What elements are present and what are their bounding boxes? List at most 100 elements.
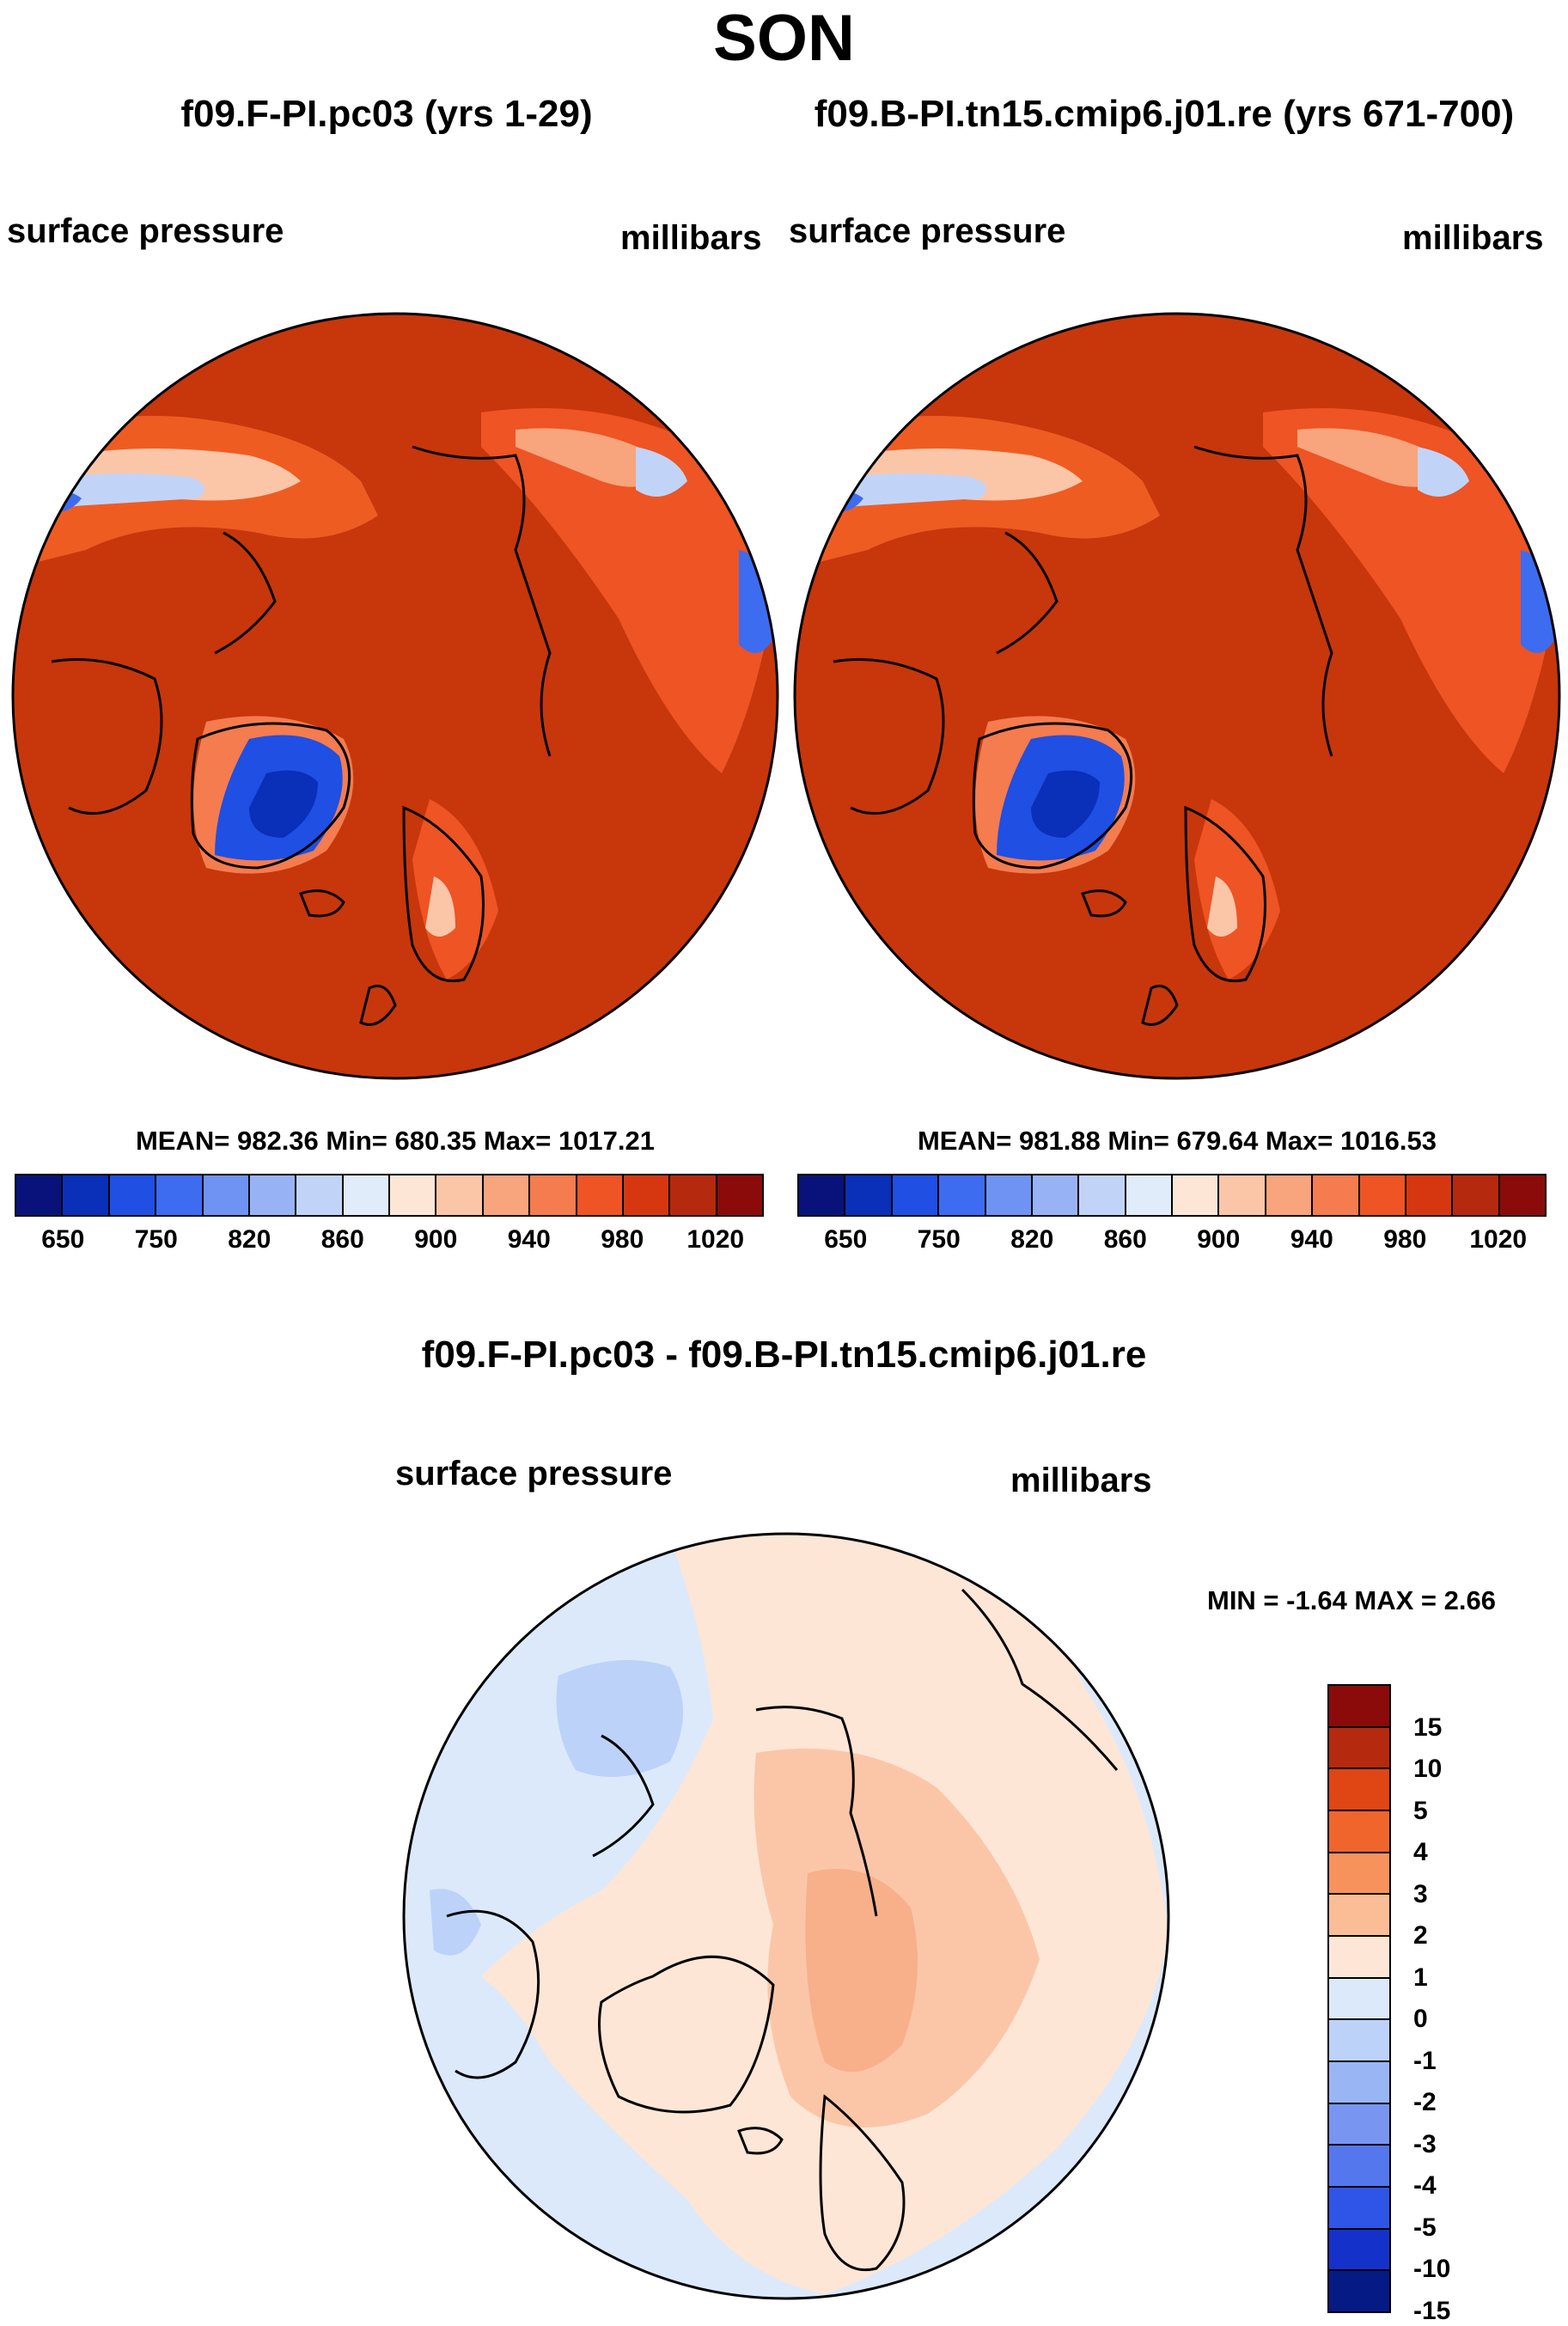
colorbar-segment xyxy=(1499,1175,1545,1215)
colorbar-tick-label: 750 xyxy=(134,1225,178,1254)
colorbar-segment xyxy=(1329,1937,1389,1979)
colorbar-tick-label: 2 xyxy=(1413,1921,1428,1951)
diff-map-field xyxy=(404,1534,1168,2299)
colorbar-segment xyxy=(1329,1978,1389,2021)
colorbar-segment xyxy=(1329,1686,1389,1728)
colorbar-tick-label: 900 xyxy=(1197,1225,1241,1254)
colorbar-segment xyxy=(1032,1175,1080,1215)
colorbar-tick-label: 980 xyxy=(601,1225,644,1254)
diff-panel-title: f09.F-PI.pc03 - f09.B-PI.tn15.cmip6.j01.… xyxy=(421,1334,1147,1376)
colorbar-segment xyxy=(1313,1175,1360,1215)
colorbar-segment xyxy=(530,1175,577,1215)
right-panel-title: f09.B-PI.tn15.cmip6.j01.re (yrs 671-700) xyxy=(814,93,1515,135)
colorbar-segment xyxy=(670,1175,717,1215)
colorbar-tick-label: 980 xyxy=(1383,1225,1427,1254)
colorbar-tick-label: 900 xyxy=(414,1225,458,1254)
left-panel-title: f09.F-PI.pc03 (yrs 1-29) xyxy=(180,93,593,135)
right-panel-stats: MEAN= 981.88 Min= 679.64 Max= 1016.53 xyxy=(917,1126,1437,1156)
colorbar-segment xyxy=(1329,1853,1389,1896)
colorbar-segment xyxy=(1126,1175,1173,1215)
right-panel-units-label: millibars xyxy=(1402,219,1544,257)
right-panel-variable-label: surface pressure xyxy=(789,212,1066,250)
colorbar-segment xyxy=(483,1175,531,1215)
colorbar-segment xyxy=(1329,1727,1389,1770)
colorbar-segment xyxy=(1329,2103,1389,2146)
colorbar-segment xyxy=(1329,2062,1389,2104)
colorbar-segment xyxy=(436,1175,484,1215)
colorbar-segment xyxy=(63,1175,110,1215)
colorbar-segment xyxy=(390,1175,437,1215)
colorbar-segment xyxy=(1329,2229,1389,2272)
colorbar-tick-label: 750 xyxy=(917,1225,961,1254)
colorbar-segment xyxy=(1406,1175,1454,1215)
left-panel-variable-label: surface pressure xyxy=(7,212,284,250)
colorbar-segment xyxy=(1359,1175,1406,1215)
diff-panel-units-label: millibars xyxy=(1010,1462,1152,1499)
colorbar-segment xyxy=(1266,1175,1314,1215)
colorbar-segment xyxy=(1329,2146,1389,2189)
colorbar-segment xyxy=(845,1175,893,1215)
colorbar-tick-label: 820 xyxy=(228,1225,272,1254)
colorbar-tick-label: 860 xyxy=(1103,1225,1147,1254)
colorbar-segment xyxy=(1219,1175,1266,1215)
diff-panel-stats: MIN = -1.64 MAX = 2.66 xyxy=(1207,1585,1496,1615)
colorbar-tick-label: 940 xyxy=(507,1225,551,1254)
colorbar-tick-label: 0 xyxy=(1413,2005,1428,2034)
colorbar-tick-label: 820 xyxy=(1010,1225,1054,1254)
right-map-coastlines xyxy=(833,445,1333,1026)
colorbar-tick-label: 940 xyxy=(1290,1225,1333,1254)
colorbar-segment xyxy=(799,1175,846,1215)
colorbar-segment xyxy=(156,1175,204,1215)
colorbar-tick-label: 4 xyxy=(1413,1838,1428,1867)
colorbar-segment xyxy=(343,1175,390,1215)
colorbar-segment xyxy=(249,1175,297,1215)
colorbar-segment xyxy=(296,1175,344,1215)
colorbar-tick-label: -10 xyxy=(1413,2255,1451,2284)
colorbar-tick-label: -5 xyxy=(1413,2213,1437,2242)
main-title: SON xyxy=(713,2,855,75)
colorbar-tick-label: -4 xyxy=(1413,2171,1437,2201)
colorbar-tick-label: 860 xyxy=(320,1225,364,1254)
colorbar-segment xyxy=(1329,1769,1389,1812)
diff-map-coastlines xyxy=(446,1588,1119,2272)
colorbar-tick-label: 5 xyxy=(1413,1796,1428,1825)
colorbar-tick-label: 1020 xyxy=(686,1225,745,1254)
left-map-coastlines xyxy=(51,445,552,1026)
colorbar-tick-label: 10 xyxy=(1413,1755,1443,1784)
colorbar-tick-label: 15 xyxy=(1413,1712,1443,1742)
diff-colorbar xyxy=(1327,1684,1391,2313)
colorbar-segment xyxy=(1173,1175,1220,1215)
colorbar-segment xyxy=(16,1175,64,1215)
colorbar-segment xyxy=(939,1175,986,1215)
colorbar-tick-label: 3 xyxy=(1413,1879,1428,1908)
colorbar-tick-label: -1 xyxy=(1413,2046,1437,2075)
left-panel-units-label: millibars xyxy=(620,219,762,257)
colorbar-segment xyxy=(577,1175,624,1215)
colorbar-segment xyxy=(1079,1175,1126,1215)
colorbar-tick-label: 650 xyxy=(824,1225,868,1254)
colorbar-segment xyxy=(1329,2020,1389,2063)
colorbar-segment xyxy=(1329,1811,1389,1853)
colorbar-tick-label: 650 xyxy=(41,1225,85,1254)
colorbar-segment xyxy=(717,1175,762,1215)
colorbar-tick-label: 1 xyxy=(1413,1963,1428,1992)
left-colorbar xyxy=(15,1174,764,1217)
right-colorbar xyxy=(797,1174,1547,1217)
colorbar-segment xyxy=(623,1175,671,1215)
colorbar-tick-label: -15 xyxy=(1413,2297,1451,2325)
colorbar-segment xyxy=(203,1175,250,1215)
colorbar-segment xyxy=(1329,2271,1389,2312)
colorbar-tick-label: -3 xyxy=(1413,2129,1437,2158)
diff-panel-variable-label: surface pressure xyxy=(395,1455,673,1493)
left-panel-stats: MEAN= 982.36 Min= 680.35 Max= 1017.21 xyxy=(135,1126,655,1156)
colorbar-segment xyxy=(985,1175,1033,1215)
colorbar-segment xyxy=(1329,2188,1389,2230)
colorbar-segment xyxy=(892,1175,940,1215)
left-map-field xyxy=(13,314,778,1078)
colorbar-segment xyxy=(1453,1175,1500,1215)
colorbar-segment xyxy=(1329,1895,1389,1938)
colorbar-segment xyxy=(109,1175,157,1215)
